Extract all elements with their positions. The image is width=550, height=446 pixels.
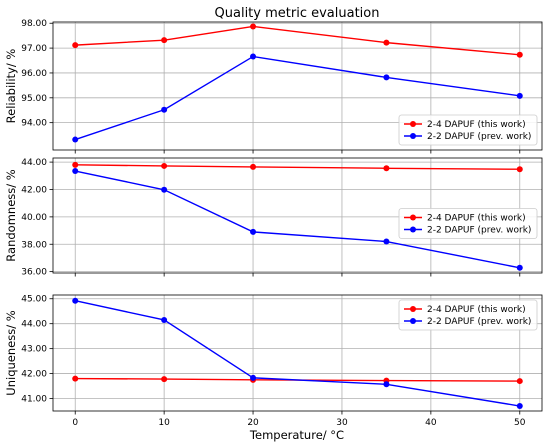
data-point [161, 186, 168, 193]
data-point [250, 163, 257, 170]
data-point [516, 166, 523, 173]
subplot-1: 94.00 95.00 96.00 97.00 98.00 Reliability/ % 2… [4, 19, 543, 154]
data-point [516, 264, 523, 271]
x-tick-label: 10 [158, 418, 170, 428]
legend-swatch-marker [410, 318, 416, 324]
legend-box [398, 299, 538, 331]
legend-swatch-marker [410, 214, 416, 221]
axes-frame [52, 21, 543, 151]
y-axis-label: Uniqueness/ % [4, 310, 18, 395]
x-tick-label: 0 [72, 418, 78, 428]
axes-frame [52, 157, 543, 274]
y-axis-label: Reliability/ % [4, 49, 18, 124]
y-tick-label: 45.00 [21, 295, 47, 305]
figure-title: Quality metric evaluation [215, 6, 380, 21]
data-point [383, 74, 390, 81]
data-point [72, 42, 79, 49]
series-line-1 [75, 164, 520, 170]
x-tick-label: 40 [425, 418, 437, 428]
legend-label: 2-2 DAPUF (prev. work) [427, 317, 531, 327]
data-point [516, 51, 523, 58]
data-point [383, 381, 390, 388]
y-tick-label: 44.00 [21, 158, 47, 168]
x-tick-label: 30 [336, 418, 348, 428]
data-point [72, 297, 79, 304]
legend: 2-4 DAPUF (this work) 2-2 DAPUF (prev. wo… [398, 114, 538, 146]
data-point [250, 53, 257, 60]
x-tick-label: 50 [514, 418, 526, 428]
x-axis-label: Temperature/ °C [249, 428, 344, 442]
legend-label: 2-4 DAPUF (this work) [427, 305, 526, 315]
legend-label: 2-4 DAPUF (this work) [427, 214, 526, 224]
data-point [250, 23, 257, 30]
subplot-3: 41.00 42.00 43.00 44.00 45.00 0 10 20 30 40 50 Uniq… [4, 294, 543, 428]
data-point [72, 168, 79, 175]
data-point [516, 378, 523, 385]
legend-swatch-marker [410, 306, 416, 312]
legend: 2-4 DAPUF (this work) 2-2 DAPUF (prev. wo… [398, 299, 538, 331]
y-tick-label: 41.00 [21, 395, 47, 405]
y-tick-label: 44.00 [21, 320, 47, 330]
y-tick-label: 95.00 [21, 94, 47, 104]
series-line-1 [75, 25, 520, 56]
y-tick-label: 43.00 [21, 345, 47, 355]
y-axis-label: Randomness/ % [4, 169, 18, 261]
y-tick-label: 96.00 [21, 69, 47, 79]
legend-swatch-marker [410, 121, 416, 127]
legend-swatch-marker [410, 226, 416, 233]
data-point [161, 37, 168, 44]
y-tick-label: 36.00 [21, 268, 47, 278]
data-point [516, 403, 523, 410]
data-point [383, 39, 390, 46]
y-tick-label: 38.00 [21, 240, 47, 250]
data-point [516, 92, 523, 99]
y-tick-label: 98.00 [21, 19, 47, 29]
data-point [72, 161, 79, 168]
legend-swatch-marker [410, 133, 416, 139]
data-point [383, 165, 390, 172]
data-point [72, 136, 79, 143]
y-tick-label: 40.00 [21, 213, 47, 223]
data-point [72, 375, 79, 382]
data-point [161, 106, 168, 113]
data-point [250, 374, 257, 381]
legend-box [398, 114, 538, 146]
data-point [161, 376, 168, 383]
legend: 2-4 DAPUF (this work) 2-2 DAPUF (prev. wo… [398, 208, 538, 239]
y-tick-label: 94.00 [21, 119, 47, 129]
y-tick-label: 97.00 [21, 44, 47, 54]
x-tick-label: 20 [247, 418, 259, 428]
y-tick-label: 42.00 [21, 370, 47, 380]
data-point [161, 316, 168, 323]
axes-frame [52, 294, 543, 412]
data-point [383, 238, 390, 245]
legend-label: 2-2 DAPUF (prev. work) [427, 226, 531, 236]
data-point [161, 162, 168, 169]
data-point [250, 228, 257, 235]
legend-box [398, 208, 538, 239]
legend-label: 2-2 DAPUF (prev. work) [427, 132, 531, 142]
y-tick-label: 42.00 [21, 185, 47, 195]
legend-label: 2-4 DAPUF (this work) [427, 120, 526, 130]
